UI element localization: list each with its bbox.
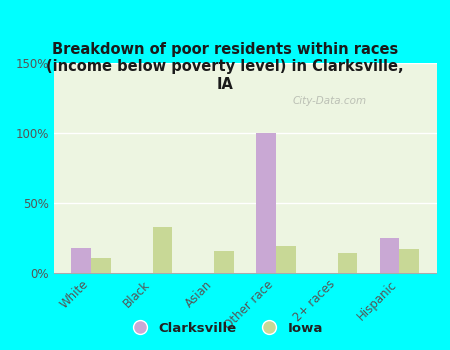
Bar xyxy=(256,133,276,273)
Bar xyxy=(153,227,172,273)
Bar xyxy=(400,249,419,273)
Legend: Clarksville, Iowa: Clarksville, Iowa xyxy=(122,316,328,340)
Text: Breakdown of poor residents within races
(income below poverty level) in Clarksv: Breakdown of poor residents within races… xyxy=(46,42,404,92)
Bar xyxy=(72,248,91,273)
Bar xyxy=(276,246,296,273)
Bar xyxy=(91,258,111,273)
Bar xyxy=(338,253,357,273)
Bar xyxy=(380,238,400,273)
Text: City-Data.com: City-Data.com xyxy=(292,96,366,106)
Bar xyxy=(214,251,234,273)
